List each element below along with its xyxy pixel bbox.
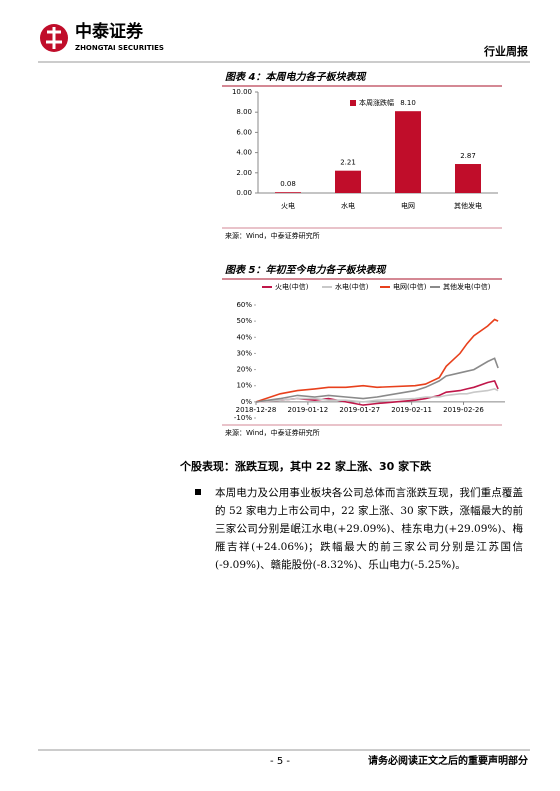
x-tick-label: 2019-01-12 (288, 406, 329, 414)
legend-swatch (350, 100, 356, 106)
company-name-en: ZHONGTAI SECURITIES (75, 44, 164, 52)
report-type: 行业周报 (483, 44, 529, 58)
series-line (255, 357, 499, 403)
legend-label: 电网(中信) (393, 282, 427, 291)
legend-label: 其他发电(中信) (443, 282, 491, 291)
chart-title: 图表 4：本周电力各子板块表现 (225, 71, 367, 83)
y-tick-label: 0.00 (236, 189, 252, 197)
chart-source: 来源：Wind，中泰证券研究所 (225, 428, 320, 437)
y-tick-label: 30% (236, 349, 252, 357)
y-tick-label: -10% (234, 414, 252, 422)
y-tick-label: 6.00 (236, 128, 252, 136)
chart-title: 图表 5：年初至今电力各子板块表现 (225, 264, 387, 276)
data-label: 8.10 (400, 99, 416, 107)
y-tick-label: 0% (241, 398, 252, 406)
series-line (255, 379, 499, 406)
x-tick-label: 2019-01-27 (339, 406, 380, 414)
x-tick-label: 2018-12-28 (236, 406, 277, 414)
section-heading: 个股表现：涨跌互现，其中 22 家上涨、30 家下跌 (179, 459, 432, 473)
x-tick-label: 2019-02-26 (443, 406, 484, 414)
bar (455, 164, 481, 193)
bar (395, 111, 421, 193)
x-tick-label: 2019-02-11 (391, 406, 432, 414)
series-line (255, 318, 499, 403)
y-tick-label: 50% (236, 317, 252, 325)
y-tick-label: 10.00 (232, 88, 252, 96)
logo-glyph (46, 27, 62, 49)
x-tick-label: 电网 (401, 201, 415, 210)
data-label: 2.87 (460, 152, 476, 160)
series-line (255, 388, 499, 403)
y-tick-label: 10% (236, 382, 252, 390)
company-name: 中泰证券 (75, 21, 144, 42)
disclaimer: 请务必阅读正文之后的重要声明部分 (368, 754, 528, 767)
data-label: 0.08 (280, 180, 296, 188)
y-tick-label: 60% (236, 301, 252, 309)
bullet (195, 489, 201, 495)
data-label: 2.21 (340, 159, 356, 167)
bar (275, 192, 301, 193)
legend-label: 水电(中信) (335, 282, 369, 291)
y-tick-label: 2.00 (236, 169, 252, 177)
y-tick-label: 8.00 (236, 108, 252, 116)
x-tick-label: 水电 (341, 201, 355, 210)
y-tick-label: 40% (236, 333, 252, 341)
legend-label: 本周涨跌幅 (359, 98, 394, 107)
y-tick-label: 4.00 (236, 149, 252, 157)
chart-source: 来源：Wind，中泰证券研究所 (225, 231, 320, 240)
bullet-text: 本周电力及公用事业板块各公司总体而言涨跌互现，我们重点覆盖的 52 家电力上市公… (215, 487, 523, 571)
x-tick-label: 火电 (281, 201, 295, 210)
page-number: - 5 - (270, 756, 290, 767)
legend-label: 火电(中信) (275, 282, 309, 291)
bar (335, 170, 361, 193)
y-tick-label: 20% (236, 366, 252, 374)
x-tick-label: 其他发电 (454, 201, 482, 210)
